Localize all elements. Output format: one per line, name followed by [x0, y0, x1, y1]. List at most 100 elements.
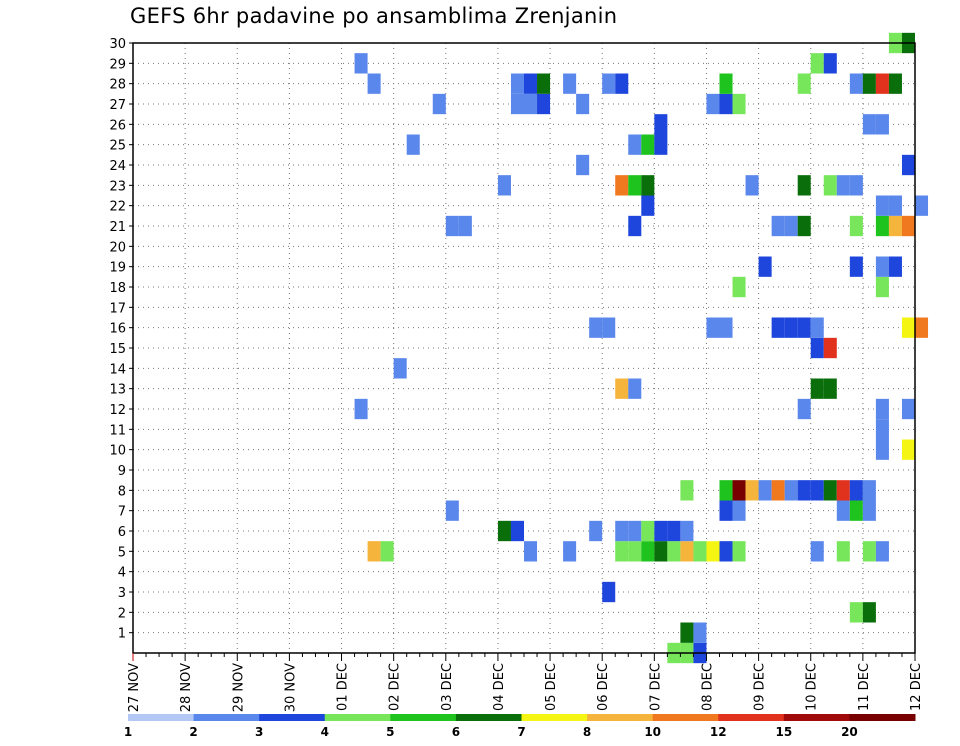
- heatmap-cell: [615, 378, 629, 399]
- heatmap-cell: [367, 73, 381, 94]
- heatmap-cell: [628, 175, 642, 196]
- heatmap-cell: [888, 215, 902, 237]
- x-tick-label: 04 DEC: [492, 663, 507, 711]
- heatmap-cell: [810, 53, 824, 74]
- y-tick-label: 15: [109, 342, 126, 357]
- x-tick-label: 01 DEC: [336, 663, 351, 711]
- heatmap-cell: [732, 276, 746, 298]
- heatmap-cell: [628, 134, 642, 155]
- heatmap-cell: [654, 520, 668, 542]
- y-tick-label: 23: [109, 179, 126, 194]
- heatmap-cell: [628, 520, 642, 542]
- y-tick-label: 19: [109, 261, 126, 276]
- heatmap-cell: [862, 480, 876, 501]
- heatmap-cell: [836, 175, 850, 196]
- heatmap-cell: [732, 480, 746, 501]
- y-tick-label: 22: [109, 200, 126, 215]
- legend-swatch: [324, 714, 391, 721]
- heatmap-cell: [745, 175, 759, 196]
- heatmap-cell: [706, 93, 720, 115]
- heatmap-cell: [862, 73, 876, 94]
- x-tick-label: 02 DEC: [388, 663, 403, 711]
- x-tick-label: 10 DEC: [805, 663, 820, 711]
- legend-label: 5: [386, 725, 394, 739]
- legend-label: 7: [517, 725, 525, 739]
- heatmap-cell: [589, 317, 603, 338]
- heatmap-cell: [706, 317, 720, 338]
- heatmap-cell: [888, 195, 902, 216]
- x-tick-label: 08 DEC: [700, 663, 715, 711]
- x-tick-label: 12 DEC: [909, 663, 924, 711]
- heatmap-cell: [849, 480, 863, 501]
- legend-swatch: [652, 714, 719, 721]
- heatmap-cell: [849, 602, 863, 623]
- legend-swatch: [521, 714, 588, 721]
- legend-label: 3: [255, 725, 263, 739]
- heatmap-cell: [615, 541, 629, 562]
- heatmap-cell: [367, 541, 381, 562]
- y-tick-label: 14: [109, 362, 126, 377]
- legend-label: 8: [583, 725, 591, 739]
- heatmap-cell: [875, 256, 889, 277]
- y-tick-label: 3: [118, 586, 126, 601]
- heatmap-cell: [510, 93, 524, 115]
- heatmap-cell: [849, 73, 863, 94]
- heatmap-cell: [680, 480, 694, 501]
- heatmap-cell: [641, 195, 655, 216]
- heatmap-cell: [849, 215, 863, 237]
- heatmap-cell: [810, 317, 824, 338]
- heatmap-cell: [576, 93, 590, 115]
- heatmap-cell: [901, 439, 915, 460]
- heatmap-cell: [810, 480, 824, 501]
- heatmap-cell: [836, 541, 850, 562]
- heatmap-cell: [602, 73, 616, 94]
- y-tick-label: 5: [118, 545, 126, 560]
- y-tick-label: 26: [109, 118, 126, 133]
- heatmap-cell: [745, 480, 759, 501]
- y-tick-label: 13: [109, 383, 126, 398]
- heatmap-cell: [849, 175, 863, 196]
- heatmap-cell: [445, 215, 459, 237]
- heatmap-cell: [380, 541, 394, 562]
- heatmap-cell: [823, 378, 837, 399]
- heatmap-cell: [641, 520, 655, 542]
- heatmap-cell: [667, 541, 681, 562]
- heatmap-cell: [836, 480, 850, 501]
- heatmap-cell: [706, 541, 720, 562]
- x-tick-label: 11 DEC: [857, 663, 872, 711]
- heatmap-cell: [771, 215, 785, 237]
- heatmap-cell: [654, 114, 668, 135]
- x-tick-label: 07 DEC: [648, 663, 663, 711]
- heatmap-cell: [524, 73, 538, 94]
- heatmap-cell: [354, 53, 368, 74]
- heatmap-cell: [693, 541, 707, 562]
- legend-swatch: [587, 714, 654, 721]
- heatmap-cell: [875, 73, 889, 94]
- y-tick-label: 6: [118, 525, 126, 540]
- heatmap-cell: [810, 541, 824, 562]
- legend-swatch: [193, 714, 260, 721]
- legend-swatch: [128, 714, 195, 721]
- heatmap-cell: [888, 73, 902, 94]
- heatmap-cell: [680, 541, 694, 562]
- heatmap-cell: [862, 114, 876, 135]
- heatmap-cell: [602, 581, 616, 603]
- y-tick-label: 27: [109, 98, 126, 113]
- legend-swatch: [783, 714, 850, 721]
- heatmap-cell: [654, 541, 668, 562]
- y-tick-label: 16: [109, 322, 126, 337]
- heatmap-cell: [875, 114, 889, 135]
- y-tick-label: 7: [118, 505, 126, 520]
- heatmap-cell: [667, 520, 681, 542]
- heatmap-cell: [875, 195, 889, 216]
- heatmap-cell: [628, 541, 642, 562]
- heatmap-cell: [797, 480, 811, 501]
- heatmap-cell: [862, 500, 876, 521]
- y-tick-label: 12: [109, 403, 126, 418]
- heatmap-cell: [797, 73, 811, 94]
- heatmap-cell: [719, 500, 733, 521]
- y-tick-label: 28: [109, 78, 126, 93]
- heatmap-cell: [719, 541, 733, 562]
